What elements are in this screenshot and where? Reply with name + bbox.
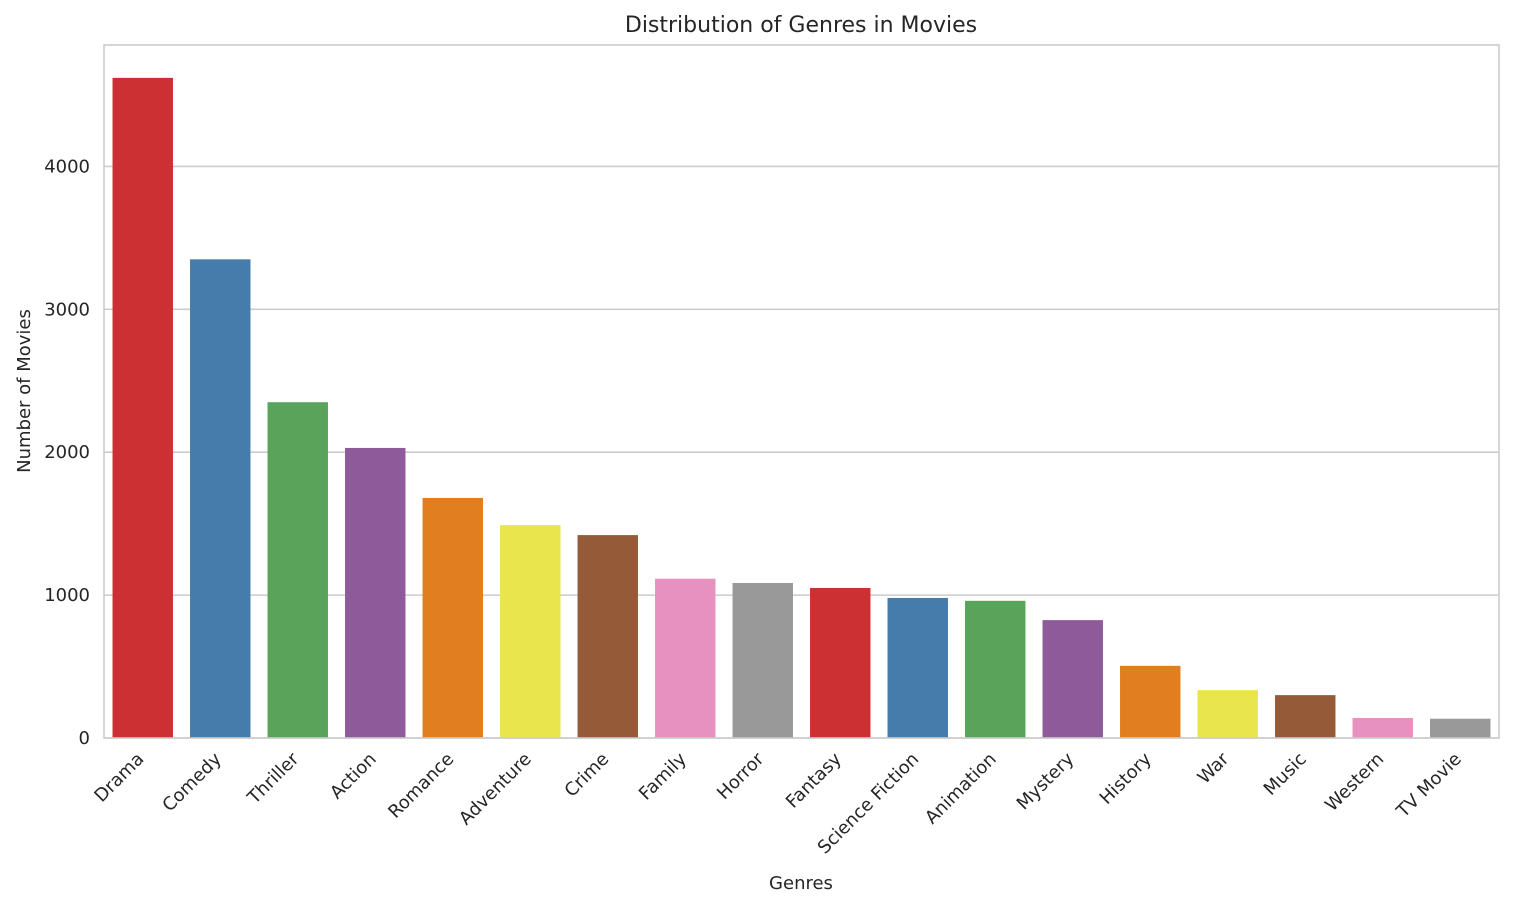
bar: [1042, 620, 1103, 738]
bar: [1430, 718, 1491, 738]
x-tick-label: Animation: [921, 749, 1001, 829]
bars: [112, 77, 1491, 739]
bar: [1120, 665, 1181, 738]
x-tick-label: Fantasy: [782, 748, 846, 812]
y-tick-label: 4000: [44, 156, 90, 177]
bar: [1197, 690, 1258, 738]
y-tick-label: 3000: [44, 299, 90, 320]
bar: [965, 600, 1026, 738]
x-tick-label: Western: [1321, 749, 1388, 816]
bar: [732, 582, 793, 738]
y-axis-label: Number of Movies: [14, 309, 35, 473]
x-tick-label: TV Movie: [1392, 749, 1466, 823]
x-tick-label: Crime: [561, 749, 614, 802]
x-tick-label: Action: [326, 749, 381, 804]
x-tick-label: Music: [1260, 749, 1311, 800]
bar: [190, 259, 251, 738]
x-axis-label: Genres: [769, 873, 833, 894]
bar: [112, 77, 173, 739]
bar: [500, 525, 561, 738]
x-tick-label: Family: [635, 748, 691, 804]
x-tick-label: History: [1096, 748, 1156, 808]
bar: [655, 578, 716, 738]
x-tick-label: Drama: [90, 749, 148, 807]
bar: [577, 535, 638, 738]
y-axis-ticks: 0 1000 2000 3000 4000: [44, 156, 90, 749]
x-tick-label: Adventure: [455, 749, 536, 830]
x-tick-label: Mystery: [1013, 748, 1079, 814]
bar: [1352, 717, 1413, 738]
plot-frame: [103, 44, 1500, 739]
bar: [887, 597, 948, 738]
x-tick-label: War: [1194, 748, 1234, 788]
bar: [810, 587, 871, 738]
x-tick-label: Comedy: [158, 748, 226, 816]
y-tick-label: 0: [79, 728, 90, 749]
x-tick-label: Romance: [384, 749, 458, 823]
bar: [345, 447, 406, 738]
y-tick-label: 2000: [44, 442, 90, 463]
x-tick-label: Thriller: [243, 748, 304, 809]
bar: [267, 402, 328, 738]
x-tick-label: Horror: [713, 748, 769, 804]
x-axis-ticks: Drama Comedy Thriller Action RomanceAdventur…: [90, 748, 1465, 858]
bar: [1275, 695, 1336, 738]
bar: [422, 497, 483, 738]
chart-title: Distribution of Genres in Movies: [625, 13, 977, 38]
y-tick-label: 1000: [44, 585, 90, 606]
